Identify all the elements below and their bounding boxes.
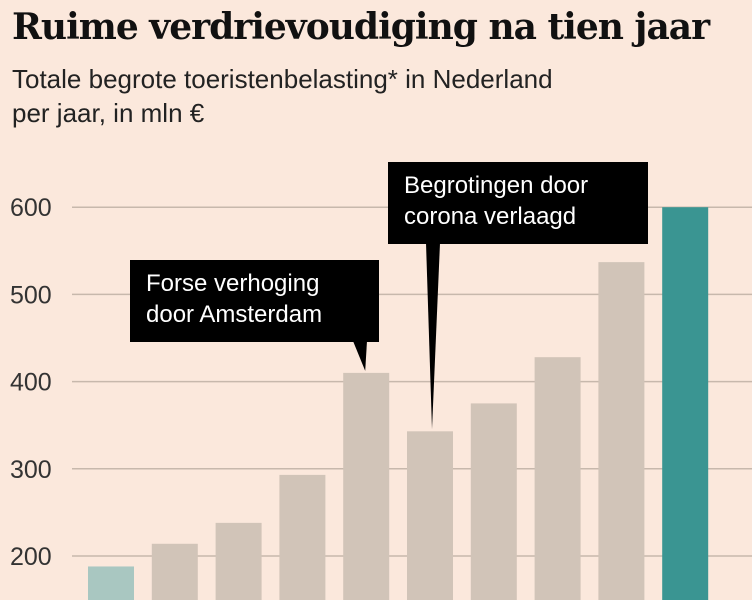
bar [662, 207, 709, 600]
bar [534, 357, 581, 600]
bar [215, 522, 262, 600]
y-tick-label: 600 [10, 194, 52, 222]
annotation-pointer [353, 341, 367, 371]
annotation-text: door Amsterdam [146, 301, 322, 328]
bar [598, 262, 645, 600]
bar [343, 372, 390, 600]
bar [151, 543, 198, 600]
y-tick-label: 200 [10, 543, 52, 571]
chart-title: Ruime verdrievoudiging na tien jaar [12, 6, 710, 48]
annotation-box [388, 162, 648, 244]
annotation-text: corona verlaagd [404, 203, 576, 230]
annotation-box [130, 260, 379, 342]
subtitle-line-2: per jaar, in mln € [12, 98, 205, 128]
y-tick-label: 500 [10, 281, 52, 309]
annotation-pointer [426, 243, 440, 430]
subtitle-line-1: Totale begrote toeristenbelasting* in Ne… [12, 64, 553, 94]
y-tick-label: 300 [10, 456, 52, 484]
bar [88, 566, 134, 600]
bar [470, 403, 517, 600]
annotation-text: Forse verhoging [146, 270, 319, 297]
annotation-text: Begrotingen door [404, 172, 588, 199]
bar [279, 474, 326, 600]
bar [407, 431, 453, 600]
y-tick-label: 400 [10, 369, 52, 397]
chart-subtitle: Totale begrote toeristenbelasting* in Ne… [12, 62, 732, 130]
